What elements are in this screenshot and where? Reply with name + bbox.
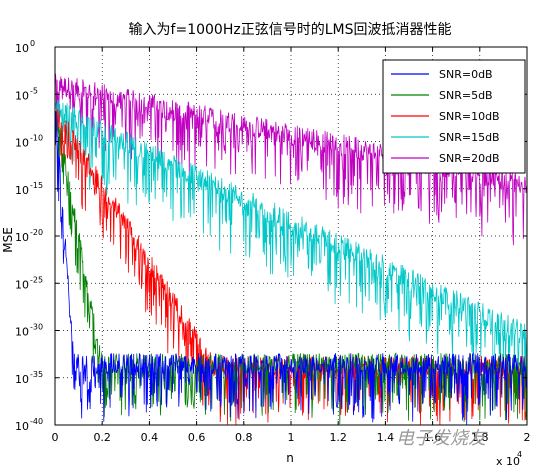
y-tick-label: 10 -40 — [15, 417, 43, 433]
legend-label: SNR=20dB — [439, 152, 500, 165]
x-tick-label: 1.2 — [329, 431, 347, 444]
y-tick-base: 10 — [15, 326, 29, 339]
y-tick-base: 10 — [15, 373, 29, 386]
y-tick-label: 10 -35 — [15, 370, 43, 386]
y-tick-label: 10 -20 — [15, 228, 43, 244]
x-tick-label: 0.8 — [235, 431, 253, 444]
x-multiplier-base: x 10 — [496, 455, 520, 468]
x-tick-label: 1.8 — [471, 431, 489, 444]
y-tick-label: 10 -10 — [15, 134, 43, 150]
legend-label: SNR=5dB — [439, 89, 493, 102]
y-tick-label: 10 -5 — [15, 86, 38, 102]
chart-title: 输入为f=1000Hz正弦信号时的LMS回波抵消器性能 — [129, 22, 452, 38]
y-tick-exponent: -15 — [30, 181, 43, 190]
y-tick-label: 10 0 — [15, 39, 35, 55]
y-tick-exponent: -35 — [30, 370, 43, 379]
x-tick-label: 1 — [288, 431, 295, 444]
y-tick-exponent: -10 — [30, 134, 43, 143]
series-line-snr-0db — [55, 111, 527, 425]
x-tick-label: 0.2 — [93, 431, 111, 444]
y-tick-label: 10 -30 — [15, 323, 43, 339]
x-axis-ticks: 0 0.2 0.4 0.6 0.8 1 1.2 1.4 1.6 1.8 2 — [52, 47, 531, 444]
y-tick-base: 10 — [15, 184, 29, 197]
x-multiplier-exponent: 4 — [517, 450, 522, 459]
x-axis-multiplier: x 10 4 — [496, 450, 522, 468]
y-tick-exponent: -25 — [30, 275, 43, 284]
y-tick-exponent: -5 — [30, 86, 38, 95]
x-tick-label: 2 — [524, 431, 531, 444]
series-line-snr-15db — [55, 99, 527, 393]
y-tick-label: 10 -15 — [15, 181, 43, 197]
legend-label: SNR=15dB — [439, 131, 500, 144]
y-tick-base: 10 — [15, 420, 29, 433]
y-axis-label: MSE — [1, 227, 15, 253]
series-layer — [55, 73, 527, 425]
y-tick-base: 10 — [15, 231, 29, 244]
y-tick-label: 10 -25 — [15, 275, 43, 291]
y-tick-exponent: -40 — [30, 417, 43, 426]
y-tick-base: 10 — [15, 89, 29, 102]
y-tick-exponent: -20 — [30, 228, 43, 237]
y-tick-base: 10 — [15, 42, 29, 55]
y-tick-base: 10 — [15, 137, 29, 150]
legend: SNR=0dB SNR=5dB SNR=10dB SNR=15dB SNR=20dB — [382, 59, 526, 174]
x-tick-label: 0.6 — [188, 431, 206, 444]
legend-label: SNR=10dB — [439, 110, 500, 123]
x-tick-label: 1.6 — [424, 431, 442, 444]
x-tick-label: 1.4 — [377, 431, 395, 444]
x-tick-label: 0.4 — [141, 431, 159, 444]
x-axis-label: n — [286, 451, 294, 465]
y-tick-base: 10 — [15, 278, 29, 291]
watermark-text: 电子发烧友 — [396, 428, 488, 449]
legend-label: SNR=0dB — [439, 68, 493, 81]
y-tick-exponent: -30 — [30, 323, 43, 332]
y-tick-exponent: 0 — [30, 39, 35, 48]
x-tick-label: 0 — [52, 431, 59, 444]
